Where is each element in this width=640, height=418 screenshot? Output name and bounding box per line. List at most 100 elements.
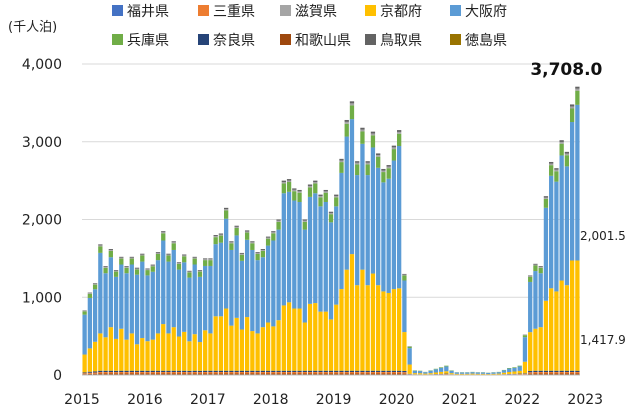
bar-segment-series-5: [103, 267, 108, 274]
bar-segment-series-6: [370, 370, 376, 373]
bar-segment-series-3: [155, 333, 161, 371]
bar-segment-series-7: [396, 373, 402, 375]
bar-segment-series-6: [559, 370, 564, 373]
bar-stack: [391, 145, 397, 375]
bar-segment-series-6: [103, 370, 108, 373]
bar-segment-series-8: [569, 104, 575, 107]
bar-segment-series-4: [281, 193, 286, 306]
bar-stack: [365, 161, 370, 375]
bar-segment-series-3: [433, 372, 438, 375]
bar-segment-series-8: [355, 161, 360, 163]
bar-segment-series-6: [281, 370, 286, 373]
bar-segment-series-7: [244, 373, 250, 375]
bar-segment-series-8: [255, 252, 260, 254]
bar-segment-series-7: [391, 373, 397, 375]
bar-segment-series-6: [155, 370, 161, 373]
bar-segment-series-3: [507, 372, 512, 374]
bar-segment-series-5: [370, 135, 376, 148]
bar-segment-series-5: [334, 197, 339, 207]
unit-label: (千人泊): [8, 20, 57, 35]
bar-segment-series-4: [145, 275, 150, 342]
bar-segment-series-5: [528, 276, 533, 282]
bar-segment-series-8: [381, 168, 386, 171]
bar-segment-series-8: [302, 219, 307, 221]
bar-segment-series-4: [286, 191, 292, 303]
bar-segment-series-5: [376, 156, 381, 168]
bar-segment-series-8: [528, 275, 533, 277]
x-tick-label-8: 2023: [567, 392, 603, 408]
bar-segment-series-4: [271, 240, 276, 327]
bar-segment-series-4: [239, 260, 245, 330]
x-tick-label-7: 2022: [505, 392, 541, 408]
bar-segment-series-8: [244, 230, 250, 232]
bar-segment-series-7: [318, 373, 323, 375]
bar-stack: [161, 231, 166, 375]
bar-stack: [155, 252, 161, 375]
bar-segment-series-8: [339, 158, 344, 161]
bar-stack: [229, 241, 234, 375]
bar-stack: [376, 153, 381, 375]
bar-segment-series-8: [554, 168, 559, 170]
bar-segment-series-1: [192, 372, 197, 374]
bar-segment-series-1: [286, 372, 292, 374]
bar-segment-series-1: [538, 372, 543, 374]
bar-segment-series-5: [281, 183, 286, 194]
bar-segment-series-3: [92, 341, 98, 372]
bar-segment-series-1: [564, 372, 570, 374]
bar-stack: [501, 369, 507, 375]
bar-segment-series-3: [391, 289, 397, 371]
bar-segment-series-2: [370, 133, 376, 136]
bar-segment-series-8: [213, 235, 218, 237]
bar-segment-series-3: [360, 269, 365, 371]
legend-label-series-7: 和歌山県: [295, 33, 351, 49]
bar-segment-series-6: [276, 370, 281, 373]
bar-segment-series-1: [108, 372, 113, 374]
bar-segment-series-1: [323, 372, 328, 374]
bar-segment-series-5: [407, 346, 412, 349]
bar-stack: [433, 368, 438, 375]
bar-stack: [255, 252, 260, 375]
bar-stack: [208, 258, 213, 375]
bar-segment-series-4: [323, 201, 328, 312]
bar-segment-series-6: [528, 371, 533, 373]
bar-stack: [334, 194, 339, 375]
legend-swatch-series-1: [198, 5, 209, 16]
bar-segment-series-5: [569, 108, 575, 123]
bar-segment-series-5: [355, 164, 360, 176]
bar-segment-series-6: [208, 370, 213, 373]
bar-stack: [339, 158, 344, 375]
bar-segment-series-1: [134, 372, 140, 374]
bar-segment-series-5: [391, 149, 397, 161]
bar-segment-series-3: [182, 331, 187, 371]
bar-segment-series-8: [203, 258, 208, 260]
bar-segment-series-2: [533, 264, 538, 266]
bar-segment-series-5: [229, 243, 234, 250]
bar-segment-series-5: [171, 243, 176, 250]
bar-segment-series-4: [192, 264, 197, 335]
bar-segment-series-5: [360, 131, 365, 144]
bar-stack: [271, 231, 276, 375]
bar-segment-series-1: [92, 372, 98, 374]
bar-segment-series-2: [334, 195, 339, 198]
bar-segment-series-7: [166, 373, 171, 375]
bar-segment-series-3: [229, 325, 234, 371]
bar-segment-series-6: [538, 370, 543, 373]
bar-segment-series-8: [129, 256, 134, 258]
bar-segment-series-2: [234, 226, 239, 228]
bar-segment-series-4: [307, 196, 313, 304]
bar-segment-series-3: [234, 317, 239, 371]
bar-stack: [150, 264, 155, 375]
bar-segment-series-6: [129, 370, 134, 373]
bar-segment-series-6: [176, 370, 182, 373]
bar-stack: [134, 267, 140, 375]
bar-segment-series-7: [334, 373, 339, 375]
bar-segment-series-5: [344, 123, 349, 137]
bar-segment-series-5: [559, 143, 564, 156]
bar-segment-series-4: [213, 244, 218, 317]
bar-segment-series-3: [166, 333, 171, 371]
bar-segment-series-3: [438, 371, 444, 374]
bar-segment-series-5: [176, 263, 182, 270]
bar-segment-series-4: [108, 257, 113, 328]
bar-stack: [281, 180, 286, 375]
bar-stack: [575, 86, 580, 375]
